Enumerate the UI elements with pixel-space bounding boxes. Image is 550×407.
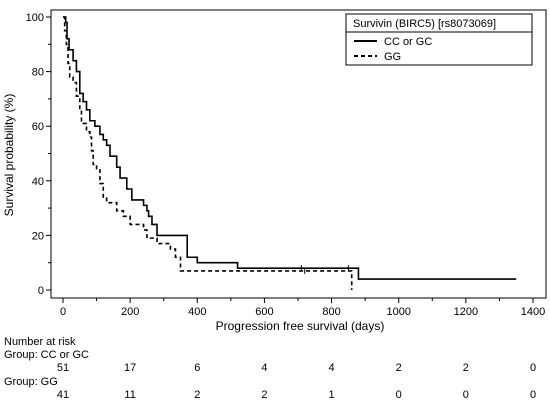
axes: 0 200 400 600 800 1000 1200 1400 0 20 40 60 80 100 (26, 12, 546, 318)
legend-title: Survivin (BIRC5) [rs8073069] (353, 18, 496, 30)
x-tick-label: 400 (188, 306, 206, 318)
y-tick-label: 40 (32, 176, 44, 188)
legend-entry-cc-or-gc: CC or GC (384, 36, 432, 48)
risk-count-group-cc-or-gc: 0 (530, 362, 536, 374)
x-tick-label: 1200 (454, 306, 478, 318)
risk-count-group-gg: 0 (530, 389, 536, 401)
risk-count-group-cc-or-gc: 4 (261, 362, 267, 374)
x-tick-label: 1000 (386, 306, 410, 318)
y-tick-label: 100 (26, 12, 44, 24)
risk-count-group-gg: 11 (124, 389, 135, 401)
risk-counts: 51 17 6 4 4 2 2 0 41 11 2 2 1 0 0 0 (57, 362, 536, 401)
legend-entry-gg: GG (384, 51, 401, 63)
risk-count-group-gg: 0 (463, 389, 469, 401)
y-tick-label: 80 (32, 67, 44, 79)
survival-curve-cc-or-gc (63, 16, 517, 280)
x-tick-label: 1400 (521, 306, 545, 318)
risk-count-group-cc-or-gc: 17 (124, 362, 136, 374)
x-tick-label: 800 (322, 306, 340, 318)
y-tick-label: 0 (38, 285, 44, 297)
risk-count-group-gg: 41 (57, 389, 69, 401)
risk-count-group-gg: 2 (261, 389, 267, 401)
y-tick-label: 20 (32, 230, 44, 242)
x-axis-label: Progression free survival (days) (216, 319, 385, 333)
risk-count-group-cc-or-gc: 2 (396, 362, 402, 374)
x-tick-label: 200 (121, 306, 139, 318)
x-tick-label: 600 (255, 306, 273, 318)
risk-group-label-cc-or-gc: Group: CC or GC (4, 349, 89, 361)
risk-count-group-cc-or-gc: 4 (329, 362, 335, 374)
risk-count-group-cc-or-gc: 6 (194, 362, 200, 374)
risk-table-header: Number at risk (4, 336, 76, 348)
risk-count-group-cc-or-gc: 51 (57, 362, 69, 374)
risk-count-group-gg: 1 (329, 389, 335, 401)
risk-group-label-gg: Group: GG (4, 376, 58, 388)
x-tick-label: 0 (60, 306, 66, 318)
risk-count-group-gg: 0 (396, 389, 402, 401)
y-axis-label: Survival probability (%) (2, 94, 16, 217)
risk-count-group-cc-or-gc: 2 (463, 362, 469, 374)
legend: Survivin (BIRC5) [rs8073069] CC or GC GG (345, 13, 533, 66)
survival-curve-gg (63, 16, 353, 290)
risk-table: Number at risk Group: CC or GC Group: GG… (4, 336, 536, 401)
y-tick-label: 60 (32, 121, 44, 133)
series-layer (63, 16, 517, 290)
risk-count-group-gg: 2 (194, 389, 200, 401)
